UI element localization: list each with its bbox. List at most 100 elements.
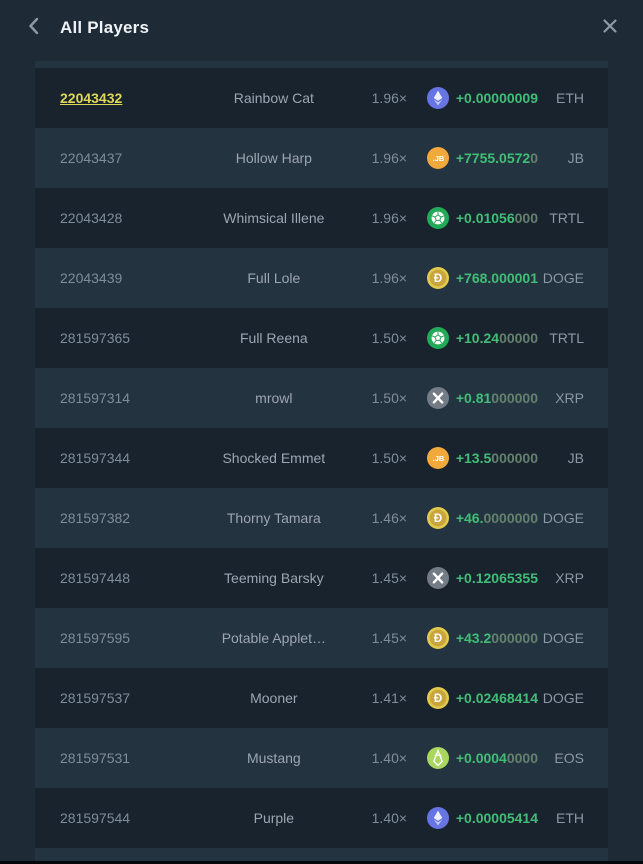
- doge-coin-icon: Đ: [426, 627, 449, 649]
- payout-amount: +43.2000000: [455, 630, 538, 646]
- coin-slot: Đ: [426, 687, 449, 709]
- trtl-coin-icon: [426, 327, 449, 349]
- player-row: 22043439 Full Lole 1.96× Đ +768.000001 D…: [35, 248, 608, 308]
- coin-slot: .JB: [426, 447, 449, 469]
- chevron-left-icon: [28, 17, 39, 40]
- svg-text:.JB: .JB: [433, 154, 445, 163]
- payout-amount: +0.01056000: [455, 210, 538, 226]
- currency-code: XRP: [555, 570, 584, 586]
- coin-slot: [426, 87, 449, 109]
- payout-amount: +0.00000009: [455, 90, 538, 106]
- eos-coin-icon: [426, 747, 449, 769]
- player-id-link[interactable]: 22043432: [60, 90, 123, 106]
- cashout-multiplier: 1.50×: [371, 450, 408, 466]
- cashout-multiplier: 1.45×: [371, 570, 408, 586]
- currency-code: ETH: [556, 810, 584, 826]
- player-name: Rainbow Cat: [233, 90, 314, 106]
- player-id: 281597448: [60, 570, 131, 586]
- cashout-multiplier: 1.96×: [371, 150, 408, 166]
- player-name: Purple: [253, 810, 295, 826]
- player-id: 281597537: [60, 690, 131, 706]
- player-id: 281597595: [60, 630, 131, 646]
- player-row: 281597448 Teeming Barsky 1.45× +0.120653…: [35, 548, 608, 608]
- close-icon: [602, 18, 618, 39]
- cashout-multiplier: 1.96×: [371, 270, 408, 286]
- player-id: 281597344: [60, 450, 131, 466]
- coin-slot: [426, 327, 449, 349]
- payout-amount: +768.000001: [455, 270, 538, 286]
- currency-code: XRP: [555, 390, 584, 406]
- svg-text:Đ: Đ: [434, 633, 442, 645]
- player-name: Potable Applet…: [221, 630, 326, 646]
- cashout-multiplier: 1.45×: [371, 630, 408, 646]
- player-row: 281597365 Full Reena 1.50× +10.2400000 T…: [35, 308, 608, 368]
- coin-slot: Đ: [426, 507, 449, 529]
- cashout-multiplier: 1.96×: [371, 90, 408, 106]
- currency-code: DOGE: [542, 690, 584, 706]
- payout-amount: +0.00040000: [455, 750, 538, 766]
- currency-code: JB: [567, 150, 584, 166]
- currency-code: DOGE: [542, 270, 584, 286]
- currency-code: TRTL: [549, 330, 584, 346]
- jb-coin-icon: .JB: [426, 147, 449, 169]
- currency-code: DOGE: [542, 630, 584, 646]
- cashout-multiplier: 1.41×: [371, 690, 408, 706]
- partial-row-bottom: [35, 848, 608, 861]
- payout-amount: +46.0000000: [455, 510, 538, 526]
- cashout-multiplier: 1.50×: [371, 330, 408, 346]
- player-id: 281597314: [60, 390, 131, 406]
- payout-amount: +10.2400000: [455, 330, 538, 346]
- player-id: 281597531: [60, 750, 131, 766]
- doge-coin-icon: Đ: [426, 507, 449, 529]
- player-row: 281597314 mrowl 1.50× +0.81000000 XRP: [35, 368, 608, 428]
- player-id: 281597544: [60, 810, 131, 826]
- player-name: Mooner: [250, 690, 298, 706]
- player-id: 22043428: [60, 210, 123, 226]
- payout-amount: +13.5000000: [455, 450, 538, 466]
- player-row: 22043432 Rainbow Cat 1.96× +0.00000009 E…: [35, 68, 608, 128]
- svg-text:Đ: Đ: [434, 513, 442, 525]
- player-row: 22043437 Hollow Harp 1.96× .JB +7755.057…: [35, 128, 608, 188]
- cashout-multiplier: 1.46×: [371, 510, 408, 526]
- xrp-coin-icon: [426, 387, 449, 409]
- xrp-coin-icon: [426, 567, 449, 589]
- player-name: Full Reena: [239, 330, 308, 346]
- player-row: 281597544 Purple 1.40× +0.00005414 ETH: [35, 788, 608, 848]
- doge-coin-icon: Đ: [426, 687, 449, 709]
- svg-text:Đ: Đ: [434, 273, 442, 285]
- player-row: 281597531 Mustang 1.40× +0.00040000 EOS: [35, 728, 608, 788]
- payout-amount: +0.12065355: [455, 570, 538, 586]
- coin-slot: [426, 207, 449, 229]
- back-button[interactable]: [20, 15, 46, 41]
- currency-code: JB: [567, 450, 584, 466]
- svg-text:.JB: .JB: [433, 454, 445, 463]
- doge-coin-icon: Đ: [426, 267, 449, 289]
- eth-coin-icon: [426, 87, 449, 109]
- bottom-edge-bar: [0, 861, 643, 864]
- player-name: Teeming Barsky: [224, 570, 324, 586]
- cashout-multiplier: 1.40×: [371, 750, 408, 766]
- player-id: 22043437: [60, 150, 123, 166]
- payout-amount: +0.02468414: [455, 690, 538, 706]
- coin-slot: .JB: [426, 147, 449, 169]
- player-id: 281597382: [60, 510, 131, 526]
- trtl-coin-icon: [426, 207, 449, 229]
- coin-slot: [426, 747, 449, 769]
- player-row: 281597537 Mooner 1.41× Đ +0.02468414 DOG…: [35, 668, 608, 728]
- currency-code: DOGE: [542, 510, 584, 526]
- player-name: Full Lole: [247, 270, 301, 286]
- players-list: 22043432 Rainbow Cat 1.96× +0.00000009 E…: [35, 61, 608, 861]
- payout-amount: +0.00005414: [455, 810, 538, 826]
- cashout-multiplier: 1.96×: [371, 210, 408, 226]
- player-row: 281597595 Potable Applet… 1.45× Đ +43.20…: [35, 608, 608, 668]
- coin-slot: [426, 807, 449, 829]
- player-id: 22043439: [60, 270, 123, 286]
- player-row: 22043428 Whimsical Illene 1.96× +0.01056…: [35, 188, 608, 248]
- coin-slot: Đ: [426, 627, 449, 649]
- jb-coin-icon: .JB: [426, 447, 449, 469]
- currency-code: EOS: [554, 750, 584, 766]
- cashout-multiplier: 1.50×: [371, 390, 408, 406]
- page-title: All Players: [60, 18, 150, 37]
- close-button[interactable]: [597, 15, 623, 41]
- coin-slot: [426, 567, 449, 589]
